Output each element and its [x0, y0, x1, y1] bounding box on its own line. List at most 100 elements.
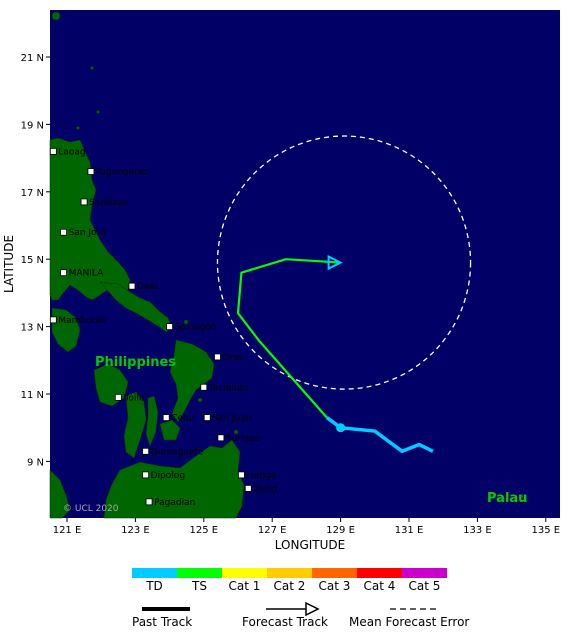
- x-tick-label: 129 E: [326, 525, 355, 536]
- city-marker: Lianga: [238, 471, 276, 481]
- y-axis-title: LATITUDE: [2, 235, 16, 293]
- city-marker: Pagadian: [145, 498, 195, 508]
- city-label: Iloilo: [123, 393, 145, 403]
- legend-category-label: Cat 2: [274, 579, 306, 593]
- legend-category: Cat 2: [267, 568, 312, 593]
- y-tick-label: 17 N: [21, 188, 44, 199]
- category-color-bar: TD TS Cat 1 Cat 2 Cat 3 Cat 4 Cat 5: [132, 568, 447, 593]
- y-tick-label: 21 N: [21, 53, 44, 64]
- legend-category-label: TS: [191, 579, 207, 593]
- y-tick-label: 11 N: [21, 390, 44, 401]
- legend-category: Cat 5: [402, 568, 447, 593]
- city-square-icon: [217, 434, 225, 442]
- city-markers: Laoag Tuguegarao Santiago San Jose MANILA Dae…: [49, 147, 277, 508]
- city-label: San Juan: [212, 414, 251, 424]
- city-square-icon: [166, 323, 174, 331]
- legend-category: TD: [132, 568, 177, 593]
- legend-color-swatch: [357, 568, 402, 578]
- legend-category: Cat 4: [357, 568, 402, 593]
- city-label: Mamburao: [58, 316, 107, 326]
- city-square-icon: [238, 471, 245, 479]
- city-square-icon: [128, 282, 136, 290]
- legend-category-label: Cat 5: [409, 579, 441, 593]
- city-label: Oras: [222, 353, 243, 363]
- legend-category: TS: [177, 568, 222, 593]
- city-marker: Surigao: [217, 434, 261, 444]
- city-label: MANILA: [69, 269, 105, 279]
- mean-forecast-error-label: Mean Forecast Error: [349, 615, 469, 629]
- city-square-icon: [60, 228, 67, 236]
- city-label: Dumaguete: [151, 447, 204, 457]
- city-marker: Santiago: [80, 198, 129, 208]
- city-square-icon: [142, 447, 150, 455]
- x-tick-label: 121 E: [53, 525, 82, 536]
- latitude-ticks: 21 N 19 N 17 N 15 N 13 N 11 N 9 N: [21, 53, 50, 468]
- legend-color-swatch: [312, 568, 357, 578]
- city-label: Daet: [137, 282, 159, 292]
- copyright-text: © UCL 2020: [63, 504, 119, 514]
- city-square-icon: [142, 471, 150, 479]
- x-tick-label: 127 E: [258, 525, 287, 536]
- city-square-icon: [80, 198, 88, 206]
- legend-category-label: Cat 3: [319, 579, 351, 593]
- city-square-icon: [162, 414, 170, 421]
- city-marker: Laoag: [49, 147, 86, 157]
- city-label: Cebu: [171, 414, 194, 424]
- city-label: Santiago: [89, 198, 129, 208]
- x-tick-label: 125 E: [190, 525, 219, 536]
- storm-track-map: 121 E 123 E 125 E 127 E 129 E 131 E 133 E 135 E…: [2, 10, 561, 552]
- legend-category: Cat 1: [222, 568, 267, 593]
- mean-forecast-error-circle: [216, 135, 472, 390]
- x-tick-label: 133 E: [463, 525, 492, 536]
- city-square-icon: [49, 316, 57, 324]
- y-tick-label: 9 N: [27, 457, 44, 468]
- city-marker: Oras: [214, 353, 244, 363]
- city-marker: San Juan: [203, 414, 252, 424]
- legend-color-swatch: [132, 568, 177, 578]
- forecast-arrowhead: [327, 254, 343, 271]
- land-masses: [49, 11, 524, 519]
- city-marker: Daet: [128, 282, 159, 292]
- current-position-marker: [336, 423, 346, 433]
- legend-category-label: TD: [145, 579, 163, 593]
- city-marker: San Jose: [60, 228, 108, 238]
- city-square-icon: [203, 414, 211, 421]
- city-label: Surigao: [226, 434, 261, 444]
- legend-color-swatch: [267, 568, 312, 578]
- city-marker: Bislig: [244, 484, 277, 494]
- city-label: Laoag: [58, 147, 85, 157]
- country-label-philippines: Philippines: [95, 355, 176, 370]
- x-axis-title: LONGITUDE: [275, 538, 345, 552]
- city-marker: Mamburao: [49, 316, 107, 326]
- y-tick-label: 19 N: [21, 120, 44, 131]
- city-label: Sorsogon: [175, 323, 217, 333]
- x-tick-label: 123 E: [121, 525, 150, 536]
- legend-color-swatch: [222, 568, 267, 578]
- city-marker: Dipolog: [142, 471, 185, 481]
- city-marker: Iloilo: [114, 393, 145, 403]
- city-label: Tacloban: [208, 383, 248, 393]
- city-marker: Sorsogon: [166, 323, 217, 333]
- city-marker: Tacloban: [200, 383, 248, 393]
- city-marker: Cebu: [162, 414, 194, 424]
- city-label: Pagadian: [154, 498, 195, 508]
- country-label-palau: Palau: [487, 491, 527, 506]
- city-square-icon: [244, 484, 252, 492]
- forecast-track-swatch: [266, 601, 320, 617]
- y-tick-label: 15 N: [21, 255, 44, 266]
- past-track-label: Past Track: [132, 615, 192, 629]
- legend-category: Cat 3: [312, 568, 357, 593]
- legend: TD TS Cat 1 Cat 2 Cat 3 Cat 4 Cat 5 Past Track…: [132, 568, 469, 629]
- x-tick-label: 135 E: [532, 525, 561, 536]
- city-square-icon: [114, 393, 122, 401]
- city-square-icon: [145, 498, 153, 506]
- legend-color-swatch: [402, 568, 447, 578]
- legend-category-label: Cat 1: [229, 579, 261, 593]
- city-square-icon: [214, 353, 221, 361]
- city-label: San Jose: [69, 228, 108, 238]
- city-marker: MANILA: [60, 269, 105, 279]
- forecast-track-line: [236, 258, 341, 419]
- longitude-ticks: 121 E 123 E 125 E 127 E 129 E 131 E 133 E 135 E: [53, 518, 560, 536]
- legend-color-swatch: [177, 568, 222, 578]
- city-marker: Dumaguete: [142, 447, 204, 457]
